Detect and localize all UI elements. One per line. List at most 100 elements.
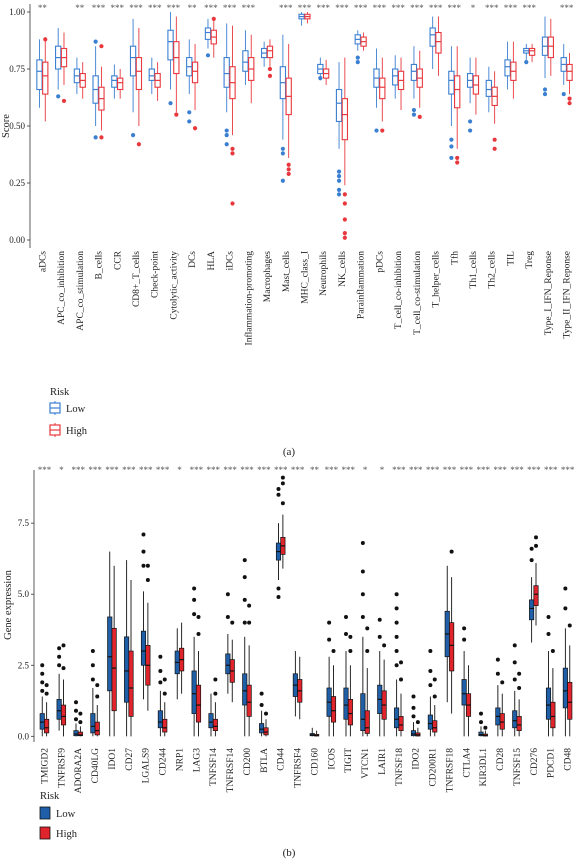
category-label-tnfsf15: TNFSF15 [513,748,523,786]
significance-label: *** [139,465,153,475]
category-label-tnfsf18: TNFSF18 [395,748,405,786]
outlier-point-high [380,128,385,133]
box-iqr [212,718,218,731]
panel-b-boxplot: 0.02.55.07.5 Gene expression *** * *** *** *… [3,465,575,859]
category-label-apc-co-inhibition: APC_co_inhibition [57,251,67,325]
box-low-pdcd1 [545,651,552,737]
significance-label: *** [560,3,574,13]
box-high-adora2a [77,726,83,737]
y-tick-label: 0.50 [9,121,25,131]
outlier-point-low [90,663,95,668]
outlier-point-high [95,694,100,699]
outlier-point-high [517,671,522,676]
outlier-point-low [158,654,163,659]
significance-label: *** [167,3,181,13]
outlier-point-low [40,688,45,693]
box-iqr [330,696,337,723]
outlier-point-low [360,541,365,546]
outlier-point-low [280,151,285,156]
box-high-cd276 [533,562,539,626]
outlier-point-low [449,155,454,161]
box-iqr [73,730,79,737]
outlier-point-low [542,91,548,97]
significance-label: *** [504,3,518,13]
outlier-point-high [342,192,347,197]
box-iqr [77,731,83,737]
outlier-point-high [534,535,539,540]
outlier-point-low [377,617,382,622]
box-low-ido2 [410,722,417,737]
box-iqr [394,707,400,729]
box-high-type-i-ifn-reponse [547,18,554,76]
significance-label: *** [426,465,440,475]
box-low-inflammation-promoting [242,30,249,85]
significance-label: *** [476,465,490,475]
box-high-til [510,41,517,99]
box-iqr [60,704,67,726]
outlier-point-high [348,634,353,639]
outlier-point-high [264,711,269,716]
box-low-cd28 [495,685,501,737]
box-iqr [427,714,433,730]
box-low-b-cells [92,46,99,126]
panel-a-legend-key-high [49,423,61,437]
outlier-point-high [213,677,218,682]
outlier-point-high [432,694,437,699]
box-high-pdcd1 [550,668,556,737]
outlier-point-high [449,549,454,554]
outlier-point-high [280,501,285,506]
box-iqr [129,45,137,77]
box-iqr [128,650,134,717]
outlier-point-high [61,98,67,104]
outlier-point-low [512,660,517,665]
box-low-cd44 [275,523,282,580]
category-label-treg: Treg [525,251,535,269]
outlier-point-low [205,53,211,58]
outlier-point-low [73,717,78,722]
category-label-tigit: TIGIT [344,748,354,773]
box-high-cd200r1 [432,705,438,737]
outlier-point-low [529,558,534,563]
box-iqr [341,98,349,141]
category-label-lag3: LAG3 [192,748,202,773]
y-tick-label: 0.75 [9,64,25,74]
box-low-ido1 [107,551,113,737]
significance-label: * [177,465,182,475]
outlier-point-high [415,720,420,725]
significance-label: *** [429,3,443,13]
outlier-point-low [563,586,568,591]
significance-label: *** [391,3,405,13]
box-low-ccr [111,64,118,99]
significance-label: ** [310,465,320,475]
category-label-check-point: Check-point [151,251,161,298]
outlier-point-high [567,623,572,628]
box-low-dcs [186,39,193,95]
category-label-cd276: CD276 [530,748,540,776]
category-label-tfh: Tfh [449,251,460,265]
outlier-point-high [280,475,285,480]
outlier-point-high [567,96,572,101]
box-low-mast-cells [279,34,287,140]
category-label-til: TIL [506,251,516,266]
outlier-point-low [478,711,483,716]
outlier-point-low [377,634,382,639]
box-high-type-ii-ifn-reponse [566,53,573,95]
category-label-cd48: CD48 [564,748,574,771]
outlier-point-low [224,128,229,133]
box-high-tigit [347,665,353,737]
significance-label: *** [204,3,218,13]
y-tick-label: 0.25 [9,178,25,188]
category-label-cd8-t-cells: CD8+_T_cells [132,251,142,307]
outlier-point-high [286,162,291,167]
box-high-adcs [42,37,49,122]
box-low-tnfsf15 [512,690,518,737]
box-high-th1-cells [472,57,480,115]
box-high-macrophages [266,39,274,67]
category-label-inflammation-promoting: Inflammation-promoting [243,251,254,346]
outlier-point-high [483,725,488,730]
outlier-point-low [561,91,566,97]
outlier-point-high [230,201,235,206]
box-low-cd276 [529,577,535,643]
outlier-point-high [286,167,291,172]
panel-a-legend-title: Risk [50,387,70,398]
